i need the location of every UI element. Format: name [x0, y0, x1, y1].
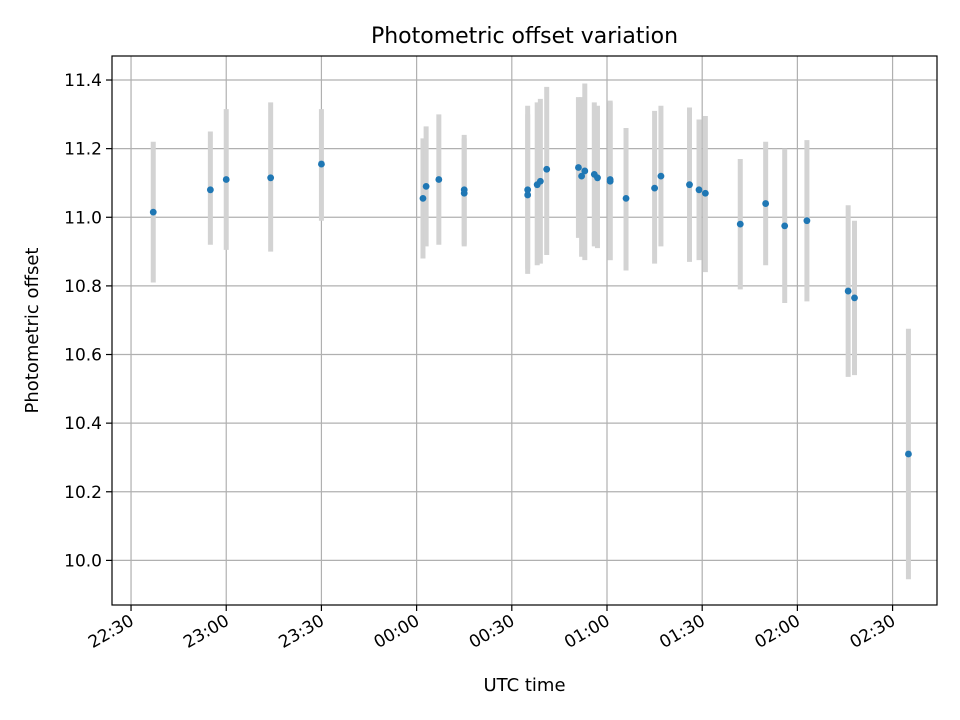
data-point [581, 167, 589, 175]
data-point [422, 182, 430, 190]
data-point [318, 160, 325, 168]
data-point [536, 177, 544, 185]
y-tick-label: 10.2 [64, 483, 102, 503]
data-point [575, 164, 582, 171]
data-point [803, 217, 811, 225]
data-point [460, 186, 468, 194]
y-tick-label: 11.0 [64, 208, 102, 228]
data-point [594, 174, 601, 182]
data-point [149, 208, 157, 216]
data-point [781, 222, 789, 230]
data-point [435, 176, 443, 183]
data-point [524, 186, 532, 194]
x-axis-label: UTC time [483, 675, 565, 696]
data-point [905, 450, 912, 458]
data-point [762, 200, 770, 207]
plot-frame [111, 55, 938, 606]
data-point [267, 174, 275, 182]
data-point [844, 287, 852, 295]
y-tick-label: 11.4 [64, 71, 102, 91]
data-point [524, 191, 532, 199]
data-point [695, 186, 703, 194]
data-point [622, 194, 630, 202]
data-point [651, 184, 658, 192]
data-point [222, 176, 230, 183]
y-tick-label: 10.4 [64, 414, 102, 434]
y-tick-label: 10.0 [64, 551, 102, 571]
data-point [578, 172, 586, 180]
y-tick-label: 11.2 [64, 140, 102, 160]
data-point [419, 194, 427, 202]
data-point [686, 181, 693, 189]
data-point [701, 189, 709, 197]
data-point [657, 172, 665, 180]
chart-title: Photometric offset variation [371, 24, 678, 49]
data-point [736, 220, 744, 228]
data-point [543, 165, 551, 173]
data-point [606, 177, 614, 185]
data-point [851, 294, 858, 302]
marker-layer [149, 160, 912, 458]
y-tick-label: 10.8 [64, 277, 102, 297]
y-tick-label: 10.6 [64, 346, 102, 366]
data-point [206, 186, 214, 194]
y-axis-label: Photometric offset [22, 248, 43, 414]
grid-layer [112, 56, 937, 605]
